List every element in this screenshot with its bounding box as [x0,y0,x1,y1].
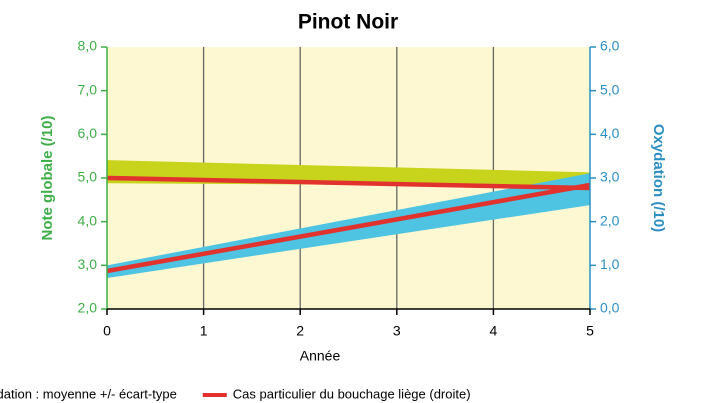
y-tick-label: 5,0 [78,169,98,185]
y2-tick-label: 4,0 [600,125,620,141]
y2-tick-label: 6,0 [600,38,620,54]
y2-tick-label: 3,0 [600,169,620,185]
y-tick-label: 7,0 [78,81,98,97]
y2-axis-label: Oxydation (/10) [650,124,667,232]
x-tick-label: 2 [296,323,304,339]
line [106,182,591,274]
y-tick-label: 6,0 [78,125,98,141]
chart-title: Pinot Noir [298,11,398,34]
x-tick-label: 4 [490,323,498,339]
x-tick-label: 0 [103,323,111,339]
y2-tick-label: 2,0 [600,212,620,228]
band [107,173,590,278]
x-tick-label: 1 [200,323,208,339]
x-tick-label: 5 [586,323,594,339]
y2-tick-label: 5,0 [600,81,620,97]
y-tick-label: 4,0 [78,212,98,228]
y-tick-label: 3,0 [78,256,98,272]
y2-tick-label: 0,0 [600,300,620,316]
y-tick-label: 2,0 [78,300,98,316]
x-tick-label: 3 [393,323,401,339]
x-axis-label: Année [300,348,341,364]
y-tick-label: 8,0 [78,38,98,54]
legend-label: ydation : moyenne +/- écart-type [0,386,177,401]
y-axis-label: Note globale (/10) [39,115,56,240]
y2-tick-label: 1,0 [600,256,620,272]
line [106,175,591,191]
legend-label: Cas particulier du bouchage liège (droit… [233,386,471,401]
